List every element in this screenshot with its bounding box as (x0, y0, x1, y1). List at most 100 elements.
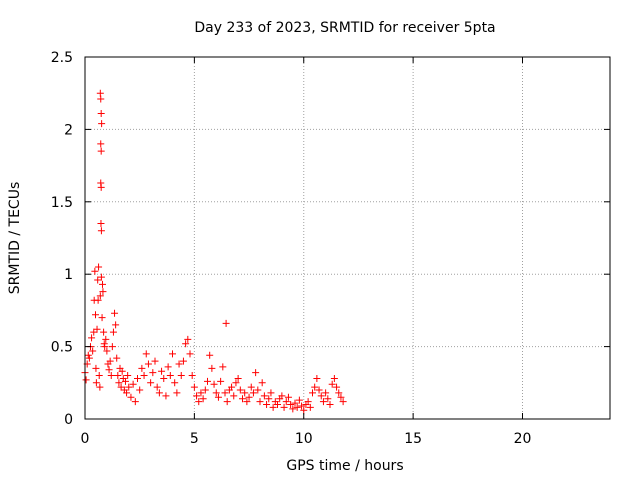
data-point (333, 383, 341, 391)
data-point (304, 398, 312, 406)
data-point (97, 147, 105, 155)
data-point (221, 389, 229, 397)
data-point (151, 357, 159, 365)
data-point (206, 351, 214, 359)
data-point (136, 386, 144, 394)
data-point (109, 328, 117, 336)
data-point (97, 109, 105, 117)
data-point (166, 372, 174, 380)
data-point (339, 398, 347, 406)
data-point (127, 393, 135, 401)
data-point (124, 372, 132, 380)
data-point (138, 364, 146, 372)
data-point (313, 374, 321, 382)
data-point (97, 95, 105, 103)
data-point (105, 366, 113, 374)
data-point (186, 350, 194, 358)
data-point (121, 377, 129, 385)
grid (85, 57, 610, 419)
data-point (311, 383, 319, 391)
data-points (81, 89, 347, 414)
data-point (91, 267, 99, 275)
data-point (97, 273, 105, 281)
data-point (201, 386, 209, 394)
data-point (188, 372, 196, 380)
data-point (98, 120, 106, 128)
data-point (140, 372, 148, 380)
data-point (158, 367, 166, 375)
y-tick-label: 0.5 (51, 340, 73, 356)
data-point (94, 296, 102, 304)
data-point (177, 372, 185, 380)
data-point (258, 379, 266, 387)
data-point (92, 364, 100, 372)
axis-ticks: 0 5 10 15 20 0 0.5 1 1.5 2 2.5 (51, 50, 610, 447)
data-point (108, 343, 116, 351)
data-point (102, 335, 110, 343)
data-point (144, 360, 152, 368)
data-point (93, 325, 101, 333)
data-point (162, 392, 170, 400)
data-point (169, 350, 176, 358)
data-point (245, 393, 253, 401)
data-point (204, 377, 211, 385)
data-point (278, 392, 286, 400)
data-point (195, 398, 203, 406)
data-point (100, 328, 108, 336)
data-point (85, 354, 93, 362)
chart-title: Day 233 of 2023, SRMTID for receiver 5pt… (194, 20, 495, 36)
data-point (98, 314, 106, 322)
data-point (97, 140, 105, 148)
data-point (153, 383, 161, 391)
data-point (134, 374, 141, 382)
data-point (267, 389, 275, 397)
data-point (222, 319, 230, 327)
data-point (298, 402, 306, 410)
data-point (239, 395, 246, 403)
data-point (197, 389, 205, 397)
data-point (234, 374, 242, 382)
data-point (96, 383, 104, 391)
data-point (252, 369, 260, 377)
data-point (96, 292, 104, 300)
y-tick-label: 2 (64, 122, 73, 138)
data-point (92, 379, 100, 387)
data-point (254, 386, 262, 394)
data-point (117, 383, 125, 391)
data-point (142, 350, 150, 358)
data-point (123, 389, 131, 397)
data-point (160, 374, 168, 382)
data-point (219, 363, 227, 371)
data-point (319, 398, 327, 406)
x-tick-label: 15 (404, 431, 422, 447)
data-point (125, 383, 133, 391)
data-point (179, 357, 187, 365)
data-point (173, 389, 181, 397)
data-point (280, 403, 288, 411)
y-tick-label: 0 (64, 412, 73, 428)
x-tick-label: 5 (190, 431, 199, 447)
data-point (112, 321, 120, 329)
data-point (241, 389, 249, 397)
data-point (111, 309, 119, 317)
data-point (97, 183, 105, 191)
data-point (99, 288, 107, 296)
data-point (223, 398, 231, 406)
data-point (274, 401, 281, 409)
data-point (330, 374, 338, 382)
data-point (284, 393, 292, 401)
data-point (164, 363, 172, 371)
data-point (212, 389, 220, 397)
y-axis-label: SRMTID / TECUs (7, 182, 23, 295)
data-point (193, 392, 201, 400)
y-tick-label: 2.5 (51, 50, 73, 66)
data-point (115, 379, 123, 387)
data-point (106, 357, 114, 365)
data-point (199, 395, 207, 403)
data-point (210, 380, 218, 388)
y-tick-label: 1.5 (51, 195, 73, 211)
data-point (113, 354, 121, 362)
data-point (300, 406, 308, 414)
